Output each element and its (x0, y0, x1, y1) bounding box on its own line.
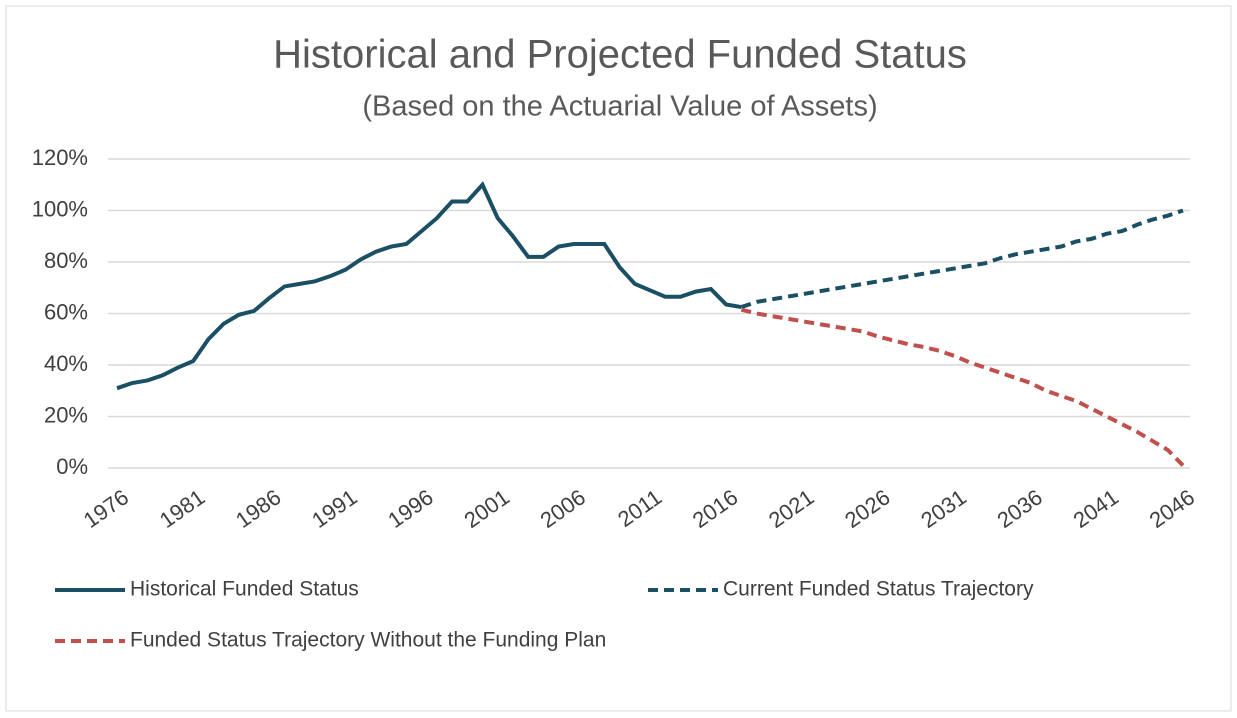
y-tick-label: 80% (44, 248, 88, 273)
legend-label: Current Funded Status Trajectory (723, 578, 1034, 601)
y-tick-label: 100% (32, 196, 88, 221)
chart-title: Historical and Projected Funded Status (273, 33, 967, 77)
y-tick-label: 60% (44, 299, 88, 324)
y-tick-label: 40% (44, 351, 88, 376)
y-tick-label: 20% (44, 402, 88, 427)
legend-label: Historical Funded Status (130, 578, 359, 601)
chart-border (5, 5, 1232, 712)
chart-subtitle: (Based on the Actuarial Value of Assets) (362, 91, 877, 123)
series-line (740, 307, 1185, 467)
series-line (116, 181, 742, 391)
series-line (740, 208, 1184, 309)
legend-label: Funded Status Trajectory Without the Fun… (130, 629, 606, 652)
y-tick-label: 0% (56, 454, 88, 479)
y-tick-label: 120% (32, 145, 88, 170)
